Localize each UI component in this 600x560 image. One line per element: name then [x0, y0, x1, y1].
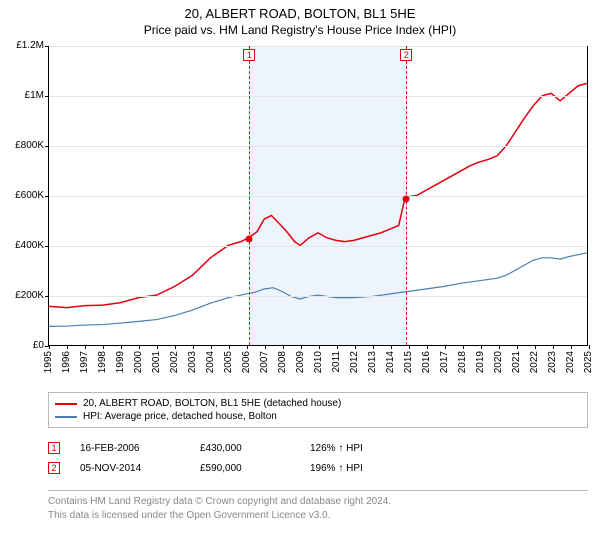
x-axis-label: 2017	[439, 351, 450, 373]
chart-area: 12 £0£200K£400K£600K£800K£1M£1.2M1995199…	[0, 40, 600, 390]
sale-hpi: 196% ↑ HPI	[310, 463, 410, 474]
x-axis-label: 2016	[421, 351, 432, 373]
x-axis-label: 2001	[151, 351, 162, 373]
x-axis-label: 2014	[385, 351, 396, 373]
legend-swatch	[55, 403, 77, 405]
x-axis-label: 2010	[313, 351, 324, 373]
x-axis-label: 2004	[205, 351, 216, 373]
x-axis-label: 1998	[97, 351, 108, 373]
x-axis-label: 2008	[277, 351, 288, 373]
y-axis-label: £0	[2, 340, 44, 351]
sale-row: 2 05-NOV-2014 £590,000 196% ↑ HPI	[48, 458, 588, 478]
legend-label: 20, ALBERT ROAD, BOLTON, BL1 5HE (detach…	[83, 398, 341, 409]
x-axis-label: 1997	[79, 351, 90, 373]
x-axis-label: 2025	[583, 351, 594, 373]
y-axis-label: £200K	[2, 290, 44, 301]
x-axis-label: 1999	[115, 351, 126, 373]
x-axis-label: 2002	[169, 351, 180, 373]
y-axis-label: £400K	[2, 240, 44, 251]
sale-row: 1 16-FEB-2006 £430,000 126% ↑ HPI	[48, 438, 588, 458]
chart-subtitle: Price paid vs. HM Land Registry's House …	[0, 21, 600, 37]
x-axis-label: 2020	[493, 351, 504, 373]
x-axis-label: 2011	[331, 351, 342, 373]
x-axis-label: 2018	[457, 351, 468, 373]
footer-line: This data is licensed under the Open Gov…	[48, 509, 588, 523]
legend-label: HPI: Average price, detached house, Bolt…	[83, 411, 277, 422]
x-axis-label: 2007	[259, 351, 270, 373]
footer-text: Contains HM Land Registry data © Crown c…	[48, 490, 588, 522]
y-axis-label: £1M	[2, 90, 44, 101]
y-axis-label: £600K	[2, 190, 44, 201]
sale-marker-icon: 1	[48, 442, 60, 454]
x-axis-label: 2015	[403, 351, 414, 373]
y-axis-label: £800K	[2, 140, 44, 151]
x-axis-label: 2009	[295, 351, 306, 373]
sale-hpi: 126% ↑ HPI	[310, 443, 410, 454]
x-axis-label: 2005	[223, 351, 234, 373]
chart-title: 20, ALBERT ROAD, BOLTON, BL1 5HE	[0, 0, 600, 21]
x-axis-label: 2021	[511, 351, 522, 373]
sale-marker-icon: 2	[48, 462, 60, 474]
legend-swatch	[55, 416, 77, 418]
sale-price: £430,000	[200, 443, 290, 454]
legend-box: 20, ALBERT ROAD, BOLTON, BL1 5HE (detach…	[48, 392, 588, 428]
x-axis-label: 2003	[187, 351, 198, 373]
x-axis-label: 2019	[475, 351, 486, 373]
sale-price: £590,000	[200, 463, 290, 474]
x-axis-label: 1996	[61, 351, 72, 373]
x-axis-label: 2023	[547, 351, 558, 373]
legend-row: HPI: Average price, detached house, Bolt…	[55, 410, 581, 423]
x-axis-label: 1995	[43, 351, 54, 373]
x-axis-label: 2013	[367, 351, 378, 373]
plot-area: 12	[48, 46, 588, 346]
sale-date: 05-NOV-2014	[80, 463, 180, 474]
x-axis-label: 2024	[565, 351, 576, 373]
x-axis-label: 2022	[529, 351, 540, 373]
sales-table: 1 16-FEB-2006 £430,000 126% ↑ HPI 2 05-N…	[48, 438, 588, 478]
x-axis-label: 2000	[133, 351, 144, 373]
sale-date: 16-FEB-2006	[80, 443, 180, 454]
x-axis-label: 2006	[241, 351, 252, 373]
y-axis-label: £1.2M	[2, 40, 44, 51]
legend-row: 20, ALBERT ROAD, BOLTON, BL1 5HE (detach…	[55, 397, 581, 410]
footer-line: Contains HM Land Registry data © Crown c…	[48, 495, 588, 509]
chart-marker-icon: 2	[400, 49, 412, 61]
chart-container: 20, ALBERT ROAD, BOLTON, BL1 5HE Price p…	[0, 0, 600, 560]
x-axis-label: 2012	[349, 351, 360, 373]
chart-marker-icon: 1	[243, 49, 255, 61]
